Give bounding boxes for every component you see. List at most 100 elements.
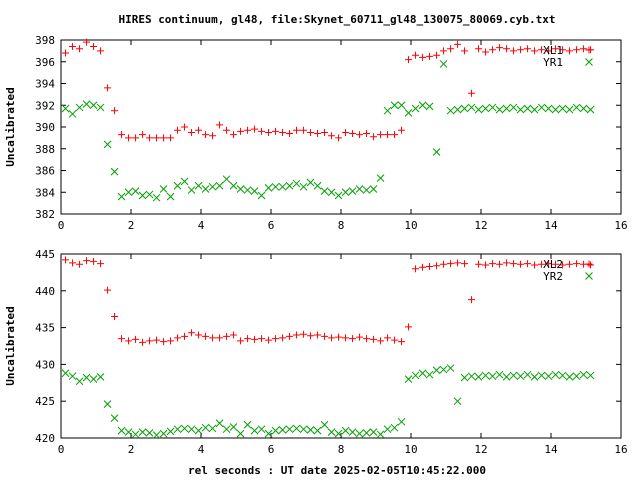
data-point-yr2: [313, 426, 322, 435]
data-point-yr2: [75, 377, 84, 386]
data-point-yr2: [117, 426, 126, 435]
data-point-yr2: [257, 425, 266, 434]
data-point-xl1: [482, 48, 490, 56]
data-point-xl1: [90, 43, 98, 51]
data-point-yr2: [411, 371, 420, 380]
data-point-xl2: [251, 335, 259, 343]
data-point-yr2: [404, 375, 413, 383]
data-point-yr2: [159, 429, 168, 438]
y-axis-label: Uncalibrated: [4, 306, 17, 385]
data-point-xl2: [279, 334, 287, 342]
data-point-xl1: [286, 130, 294, 138]
data-point-yr1: [257, 191, 266, 200]
data-point-xl2: [517, 260, 525, 268]
data-point-xl1: [244, 126, 252, 134]
data-point-xl2: [545, 260, 553, 268]
data-point-yr2: [180, 424, 189, 433]
data-point-xl1: [328, 132, 336, 140]
data-point-xl2: [167, 337, 175, 345]
data-point-xl2: [195, 331, 203, 339]
y-tick-label: 388: [35, 143, 55, 156]
data-point-xl2: [62, 256, 70, 264]
data-point-yr1: [327, 188, 336, 197]
data-point-xl2: [461, 260, 469, 268]
data-point-yr2: [467, 372, 476, 381]
data-point-xl2: [370, 335, 378, 343]
data-point-xl1: [447, 45, 455, 53]
data-point-xl1: [391, 131, 399, 139]
data-point-yr1: [348, 187, 357, 196]
x-tick-label: 10: [404, 219, 417, 232]
data-point-xl1: [335, 134, 343, 142]
data-point-xl1: [489, 46, 497, 54]
y-tick-label: 430: [35, 358, 55, 371]
data-point-yr2: [201, 423, 210, 432]
data-point-yr2: [418, 369, 427, 378]
data-point-yr2: [138, 428, 147, 436]
data-point-xl1: [174, 126, 182, 134]
data-point-yr2: [446, 364, 455, 372]
data-point-yr2: [579, 370, 588, 379]
data-point-xl2: [237, 337, 245, 345]
data-point-yr1: [369, 185, 378, 193]
data-point-yr2: [215, 419, 224, 428]
data-point-yr1: [166, 192, 175, 201]
data-point-yr1: [278, 182, 287, 191]
y-tick-label: 420: [35, 432, 55, 445]
data-point-yr1: [145, 190, 154, 199]
data-point-xl1: [153, 134, 161, 142]
data-point-yr1: [173, 181, 182, 190]
data-point-xl2: [503, 259, 511, 267]
data-point-xl1: [209, 132, 217, 140]
data-point-yr1: [411, 104, 420, 113]
data-point-xl1: [181, 123, 189, 131]
data-point-xl1: [349, 130, 357, 138]
data-point-yr1: [110, 167, 119, 176]
data-point-xl1: [300, 126, 308, 134]
data-point-xl2: [265, 336, 273, 344]
data-point-xl2: [174, 334, 182, 342]
data-point-yr1: [243, 186, 252, 194]
data-point-yr1: [124, 188, 133, 197]
data-point-xl1: [251, 125, 259, 133]
data-point-xl2: [426, 263, 434, 271]
data-point-yr1: [418, 101, 427, 110]
data-point-yr1: [68, 110, 77, 118]
data-point-xl2: [97, 260, 105, 268]
data-point-xl2: [328, 334, 336, 342]
data-point-yr1: [236, 185, 245, 193]
data-point-yr1: [320, 187, 329, 196]
data-point-xl1: [377, 131, 385, 139]
x-axis-label: rel seconds : UT date 2025-02-05T10:45:2…: [188, 464, 486, 477]
data-point-yr1: [334, 191, 343, 200]
data-point-xl1: [475, 45, 483, 53]
data-point-xl2: [300, 330, 308, 338]
data-point-xl2: [258, 335, 266, 343]
data-point-xl2: [524, 260, 532, 268]
data-point-xl2: [447, 260, 455, 268]
x-tick-label: 16: [614, 443, 627, 456]
data-point-xl2: [209, 334, 217, 342]
data-point-xl1: [573, 46, 581, 54]
data-point-yr2: [523, 370, 532, 379]
data-point-yr2: [124, 428, 133, 436]
y-tick-label: 445: [35, 248, 55, 261]
data-point-yr1: [516, 105, 525, 114]
x-tick-label: 4: [198, 219, 205, 232]
data-point-xl2: [440, 260, 448, 268]
data-point-yr1: [103, 140, 112, 149]
data-point-xl2: [398, 338, 406, 346]
x-tick-label: 12: [474, 219, 487, 232]
data-point-yr1: [355, 185, 364, 193]
data-point-xl1: [321, 128, 329, 136]
data-point-yr2: [208, 424, 217, 433]
data-point-yr2: [68, 372, 77, 381]
data-point-yr2: [243, 420, 252, 429]
data-point-yr1: [572, 103, 581, 112]
x-tick-label: 12: [474, 443, 487, 456]
legend-marker-yr2: [585, 272, 593, 280]
data-point-yr2: [306, 426, 315, 434]
x-tick-label: 8: [338, 219, 345, 232]
data-point-xl1: [370, 133, 378, 141]
data-point-yr1: [495, 105, 504, 114]
